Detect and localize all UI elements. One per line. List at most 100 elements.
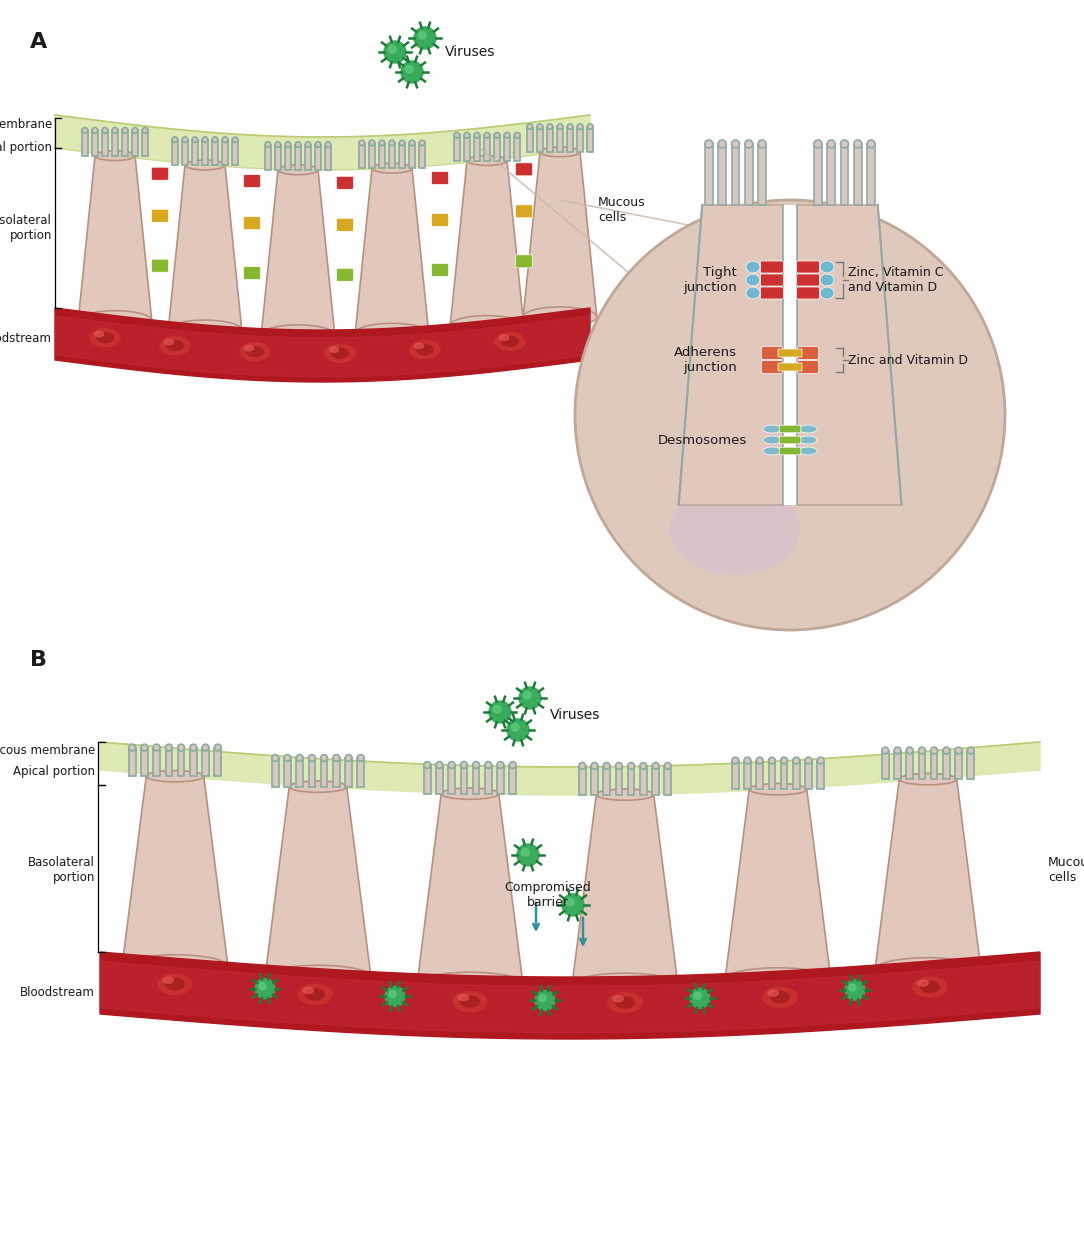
Ellipse shape (295, 141, 300, 148)
Text: Viruses: Viruses (550, 707, 601, 722)
Ellipse shape (284, 755, 291, 761)
Ellipse shape (640, 762, 647, 769)
Text: Bloodstream: Bloodstream (21, 987, 95, 999)
Text: Mucous
cells: Mucous cells (1048, 856, 1084, 884)
Ellipse shape (414, 343, 424, 348)
Circle shape (575, 200, 1005, 630)
Ellipse shape (817, 757, 824, 764)
Polygon shape (875, 779, 981, 969)
Ellipse shape (763, 436, 780, 444)
Polygon shape (769, 760, 775, 789)
Polygon shape (464, 135, 469, 160)
Ellipse shape (527, 124, 532, 129)
Ellipse shape (854, 140, 862, 148)
Ellipse shape (166, 979, 184, 990)
Polygon shape (931, 750, 938, 779)
Text: Desmosomes: Desmosomes (658, 433, 747, 447)
Polygon shape (284, 757, 291, 786)
Ellipse shape (399, 140, 404, 145)
Ellipse shape (578, 124, 583, 129)
Ellipse shape (122, 128, 128, 133)
Ellipse shape (628, 762, 634, 769)
Circle shape (259, 983, 266, 989)
FancyBboxPatch shape (779, 447, 801, 454)
Text: Zinc and Vitamin D: Zinc and Vitamin D (848, 353, 968, 367)
Ellipse shape (827, 140, 835, 148)
Text: Bloodstream: Bloodstream (0, 332, 52, 344)
Polygon shape (461, 765, 467, 794)
Ellipse shape (82, 128, 88, 133)
FancyBboxPatch shape (761, 347, 783, 359)
FancyBboxPatch shape (779, 436, 801, 443)
Ellipse shape (321, 755, 327, 761)
Ellipse shape (913, 977, 947, 997)
Ellipse shape (285, 141, 291, 148)
Polygon shape (867, 144, 875, 205)
Ellipse shape (278, 165, 318, 175)
Polygon shape (424, 765, 430, 794)
Ellipse shape (515, 133, 520, 138)
Polygon shape (604, 766, 610, 795)
Ellipse shape (232, 136, 237, 143)
Polygon shape (918, 750, 926, 779)
Polygon shape (494, 135, 500, 160)
Polygon shape (113, 130, 118, 155)
Polygon shape (306, 144, 311, 170)
Ellipse shape (805, 757, 812, 764)
Polygon shape (454, 135, 460, 160)
Ellipse shape (557, 124, 563, 129)
FancyBboxPatch shape (516, 163, 532, 175)
Ellipse shape (160, 337, 190, 354)
Ellipse shape (763, 987, 797, 1007)
Polygon shape (100, 962, 1040, 1033)
Ellipse shape (417, 973, 522, 995)
Ellipse shape (572, 973, 678, 997)
Ellipse shape (165, 339, 173, 344)
Polygon shape (473, 765, 479, 794)
Circle shape (567, 899, 575, 906)
FancyBboxPatch shape (797, 287, 820, 299)
Polygon shape (261, 170, 335, 334)
FancyBboxPatch shape (778, 349, 802, 357)
Ellipse shape (799, 424, 817, 433)
Circle shape (524, 691, 531, 699)
Ellipse shape (763, 447, 780, 454)
Polygon shape (557, 126, 563, 151)
FancyBboxPatch shape (244, 174, 260, 188)
Polygon shape (793, 760, 800, 789)
Ellipse shape (485, 133, 490, 138)
Text: B: B (30, 650, 47, 670)
Polygon shape (664, 766, 671, 795)
Polygon shape (325, 144, 331, 170)
Polygon shape (122, 776, 228, 967)
Polygon shape (640, 766, 647, 795)
Polygon shape (309, 757, 315, 786)
Ellipse shape (389, 140, 395, 145)
Polygon shape (370, 143, 375, 168)
FancyBboxPatch shape (516, 255, 532, 268)
Polygon shape (567, 126, 572, 151)
Ellipse shape (967, 747, 975, 754)
Polygon shape (509, 765, 516, 794)
Polygon shape (203, 140, 208, 165)
Ellipse shape (178, 744, 184, 751)
Ellipse shape (918, 747, 926, 754)
Ellipse shape (500, 336, 508, 341)
Ellipse shape (215, 744, 221, 751)
Ellipse shape (670, 485, 800, 575)
Ellipse shape (955, 747, 962, 754)
Ellipse shape (504, 133, 509, 138)
Ellipse shape (142, 128, 147, 133)
Text: Basolateral
portion: Basolateral portion (0, 214, 52, 242)
Polygon shape (943, 750, 950, 779)
Ellipse shape (163, 978, 173, 983)
Polygon shape (55, 308, 590, 382)
Polygon shape (232, 140, 237, 165)
Ellipse shape (820, 274, 834, 285)
Text: Compromised
barrier: Compromised barrier (505, 881, 592, 909)
Polygon shape (358, 757, 364, 786)
Polygon shape (572, 795, 678, 984)
Polygon shape (725, 789, 831, 979)
Polygon shape (705, 144, 713, 205)
Ellipse shape (450, 316, 524, 336)
